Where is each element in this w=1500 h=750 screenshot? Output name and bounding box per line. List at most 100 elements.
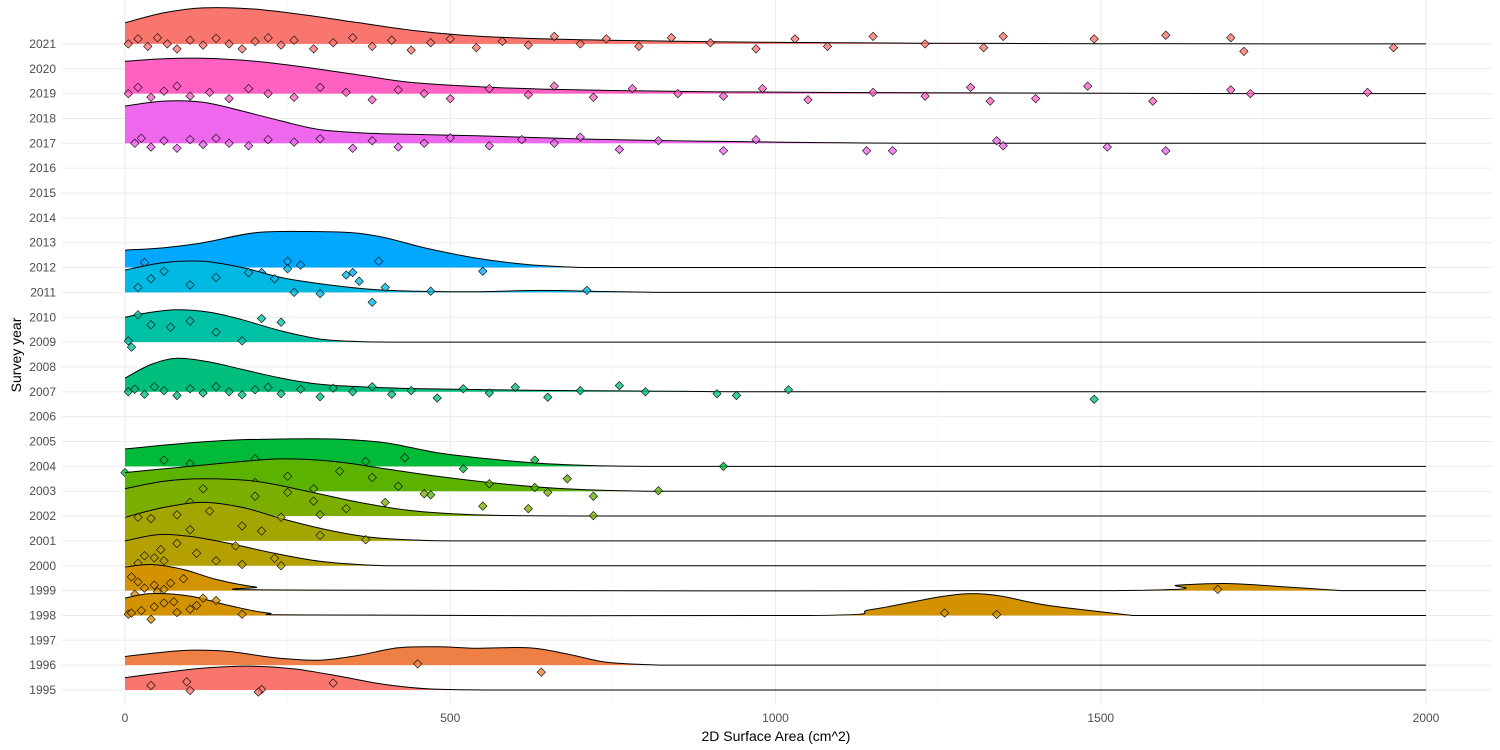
data-point [152,33,163,43]
data-point [159,455,169,465]
data-point [211,133,221,143]
data-point [979,42,989,53]
data-point [269,553,280,563]
data-point [191,600,202,611]
data-point [162,39,172,49]
data-point [718,461,729,472]
data-point [530,482,540,493]
data-point [149,580,159,590]
data-point [705,38,716,48]
data-point [341,503,351,514]
data-point [367,472,377,483]
data-point [159,136,169,146]
data-point [523,503,533,514]
data-point [289,137,299,147]
y-tick-label: 2003 [29,484,56,498]
data-point [432,393,442,403]
y-tick-label: 2021 [29,37,56,51]
data-point [445,93,455,104]
data-point [367,136,377,146]
data-point [198,593,208,603]
data-point [998,141,1008,151]
data-point [123,387,133,397]
data-point [354,276,364,286]
data-point [237,609,247,619]
data-point [149,602,159,612]
data-point [308,44,319,54]
data-point [348,33,358,43]
y-tick-label: 2011 [30,285,56,299]
data-point [149,382,159,392]
data-point [243,267,254,278]
data-point [172,390,182,401]
data-point [315,82,325,93]
data-point [185,316,195,326]
y-tick-label: 2012 [29,261,56,275]
y-tick-labels: 1995 1996 1997 1998 1999 2000 2001 2002 2003 2004… [29,37,56,697]
density-area [125,7,1283,44]
data-point [282,471,293,481]
data-point [588,92,599,102]
data-point [523,40,533,50]
data-point [182,677,192,687]
data-point [549,81,559,91]
data-point [1245,88,1256,99]
data-point [237,559,247,570]
data-point [315,392,325,402]
y-tick-label: 2002 [29,509,56,523]
data-point [562,474,572,484]
data-point [253,687,264,697]
density-area [125,260,659,293]
y-tick-label: 2013 [29,236,56,250]
density-outline [124,563,1426,592]
data-point [159,598,169,608]
density-area [125,593,1134,616]
data-point [718,91,729,101]
y-tick-label: 2018 [29,111,56,125]
data-point [640,387,651,397]
data-point [276,389,286,399]
data-point [426,286,436,296]
data-point [289,35,299,45]
data-point [289,92,299,102]
data-point [237,521,247,531]
data-point [458,384,468,394]
data-point [276,561,286,571]
data-point [263,33,273,43]
data-point [315,134,325,144]
data-point [861,146,872,156]
data-point [393,85,403,95]
data-point [419,489,429,499]
data-point [790,34,800,44]
ridge-series-2009 [123,309,1426,352]
y-tick-label: 1995 [29,683,56,697]
data-point [387,389,397,399]
data-point [484,83,494,94]
data-point [478,501,488,511]
x-tick-label: 0 [122,711,129,725]
data-point [484,141,494,151]
data-point [348,267,358,278]
data-point [998,31,1008,42]
x-tick-label: 2000 [1413,711,1440,725]
data-point [295,384,306,394]
data-point [419,88,429,99]
density-outline [124,230,1426,268]
data-point [380,497,390,508]
data-point [172,607,182,618]
data-point [133,82,143,93]
y-tick-label: 2000 [29,559,56,573]
data-point [426,490,436,500]
data-point [614,144,625,155]
ridge-series-2000 [124,533,1426,571]
data-point [1031,93,1041,104]
data-point [204,87,215,98]
density-area [125,358,776,392]
data-point [185,35,195,45]
data-point [130,138,140,148]
density-area [125,666,490,690]
data-point [185,384,195,394]
density-outline [124,438,1426,467]
data-point [289,287,299,298]
